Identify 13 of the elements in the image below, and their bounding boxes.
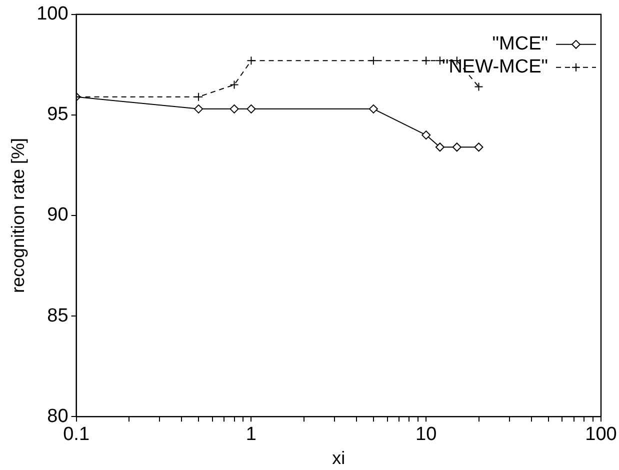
- y-axis-title: recognition rate [%]: [8, 138, 28, 294]
- x-tick-label: 0.1: [63, 424, 90, 446]
- x-tick-label: 100: [585, 424, 617, 446]
- x-axis-title: xi: [332, 448, 346, 468]
- y-tick-label: 100: [36, 4, 68, 25]
- legend-label: "NEW-MCE": [442, 56, 548, 78]
- y-tick-label: 80: [47, 406, 68, 427]
- legend-label: "MCE": [492, 34, 548, 55]
- x-tick-label: 1: [246, 424, 256, 446]
- y-tick-label: 90: [47, 204, 68, 226]
- y-tick-label: 85: [47, 305, 68, 326]
- y-tick-label: 95: [47, 104, 68, 126]
- x-tick-label: 10: [416, 424, 437, 446]
